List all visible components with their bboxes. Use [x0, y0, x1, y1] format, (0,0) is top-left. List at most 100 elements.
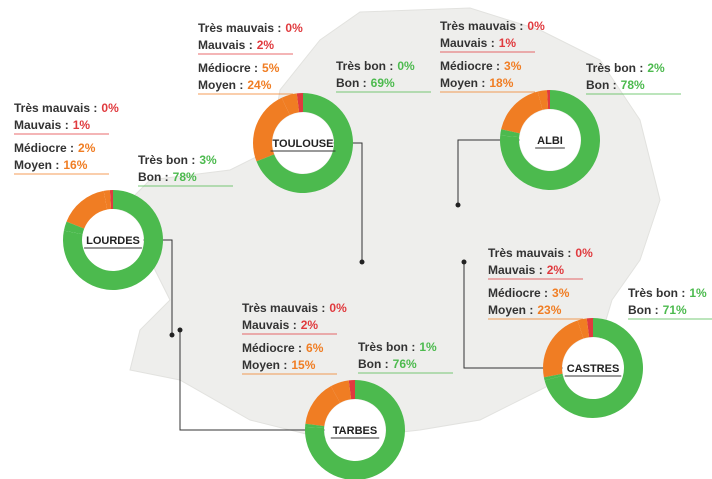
value-label: 1% — [499, 36, 517, 50]
legend-entry: Mauvais : 1% — [14, 118, 90, 132]
category-label: Très bon : — [628, 286, 685, 300]
legend-entry: Très bon : 3% — [138, 153, 217, 167]
donut-segment — [252, 97, 290, 162]
category-label: Bon : — [628, 303, 659, 317]
category-label: Médiocre : — [488, 286, 548, 300]
value-label: 0% — [527, 19, 545, 33]
value-label: 0% — [285, 21, 303, 35]
category-label: Moyen : — [198, 78, 243, 92]
donut-segment — [63, 221, 85, 235]
donut-segment — [305, 386, 341, 427]
legend-entry: Médiocre : 3% — [440, 59, 522, 73]
category-label: Très mauvais : — [198, 21, 281, 35]
donut-segment — [330, 380, 352, 403]
category-label: Très bon : — [138, 153, 195, 167]
value-label: 6% — [306, 341, 324, 355]
category-label: Très mauvais : — [242, 301, 325, 315]
legend-entry: Très bon : 1% — [358, 340, 437, 354]
donut-segment — [544, 317, 643, 418]
city-label: TOULOUSE — [273, 138, 334, 150]
value-label: 16% — [63, 158, 87, 172]
category-label: Bon : — [358, 357, 389, 371]
value-label: 2% — [647, 61, 665, 75]
donut-segment — [546, 90, 550, 110]
category-label: Moyen : — [242, 358, 287, 372]
donut-segment — [296, 93, 303, 113]
legend-entry: Moyen : 18% — [440, 76, 514, 90]
value-label: 76% — [393, 357, 417, 371]
leader-line — [179, 330, 355, 431]
category-label: Bon : — [138, 170, 169, 184]
legend-entry: Bon : 78% — [138, 170, 197, 184]
category-label: Très mauvais : — [488, 246, 571, 260]
city-label: ALBI — [537, 135, 563, 147]
donut-segment — [542, 320, 584, 378]
donut-segment — [256, 93, 353, 194]
legend-entry: Très bon : 2% — [586, 61, 665, 75]
donut-segment — [586, 318, 593, 338]
category-label: Bon : — [586, 78, 617, 92]
legend-entry: Moyen : 24% — [198, 78, 272, 92]
legend-entry: Moyen : 23% — [488, 303, 562, 317]
value-label: 18% — [489, 76, 513, 90]
donut-segment — [305, 380, 405, 479]
legend-entry: Très mauvais : 0% — [198, 21, 303, 35]
category-label: Très bon : — [586, 61, 643, 75]
donut-segment — [500, 129, 520, 138]
donut-segment — [305, 423, 325, 429]
donut-segment — [499, 90, 600, 190]
value-label: 3% — [504, 59, 522, 73]
legend-entry: Mauvais : 2% — [198, 38, 274, 52]
legend-entry: Très mauvais : 0% — [242, 301, 347, 315]
value-label: 1% — [419, 340, 437, 354]
legend-entry: Très mauvais : 0% — [440, 19, 545, 33]
legend-entry: Très bon : 1% — [628, 286, 707, 300]
legend-entry: Très mauvais : 0% — [488, 246, 593, 260]
value-label: 1% — [689, 286, 707, 300]
value-label: 0% — [101, 101, 119, 115]
value-label: 71% — [663, 303, 687, 317]
leader-dot — [461, 259, 467, 265]
value-label: 2% — [257, 38, 275, 52]
value-label: 2% — [301, 318, 319, 332]
category-label: Très bon : — [358, 340, 415, 354]
value-label: 1% — [73, 118, 91, 132]
donut-segment — [66, 190, 108, 229]
donut-segment — [577, 318, 590, 339]
donut-hole — [272, 112, 334, 174]
category-label: Mauvais : — [198, 38, 253, 52]
legend-entry: Moyen : 15% — [242, 358, 316, 372]
leader-dot — [455, 202, 461, 208]
value-label: 0% — [397, 59, 415, 73]
legend-entry: Mauvais : 2% — [242, 318, 318, 332]
legend-entry: Mauvais : 1% — [440, 36, 516, 50]
category-label: Mauvais : — [440, 36, 495, 50]
legend-entry: Médiocre : 5% — [198, 61, 280, 75]
legend-entry: Bon : 76% — [358, 357, 417, 371]
leader-line — [457, 139, 550, 205]
category-label: Très bon : — [336, 59, 393, 73]
donut-hole — [519, 109, 581, 171]
value-label: 0% — [329, 301, 347, 315]
legend-entry: Bon : 78% — [586, 78, 645, 92]
leader-dot — [359, 259, 365, 265]
legend-entry: Moyen : 16% — [14, 158, 88, 172]
legend-entry: Très mauvais : 0% — [14, 101, 119, 115]
value-label: 0% — [575, 246, 593, 260]
leader-dot — [177, 327, 183, 333]
value-label: 3% — [199, 153, 217, 167]
value-label: 23% — [537, 303, 561, 317]
value-label: 78% — [173, 170, 197, 184]
category-label: Mauvais : — [488, 263, 543, 277]
value-label: 24% — [247, 78, 271, 92]
category-label: Bon : — [336, 76, 367, 90]
legend-entry: Médiocre : 3% — [488, 286, 570, 300]
value-label: 3% — [552, 286, 570, 300]
legend-entry: Mauvais : 2% — [488, 263, 564, 277]
legend-entry: Très bon : 0% — [336, 59, 415, 73]
donut-segment — [543, 373, 563, 381]
category-label: Moyen : — [440, 76, 485, 90]
donut-segment — [537, 90, 549, 110]
category-label: Très mauvais : — [14, 101, 97, 115]
